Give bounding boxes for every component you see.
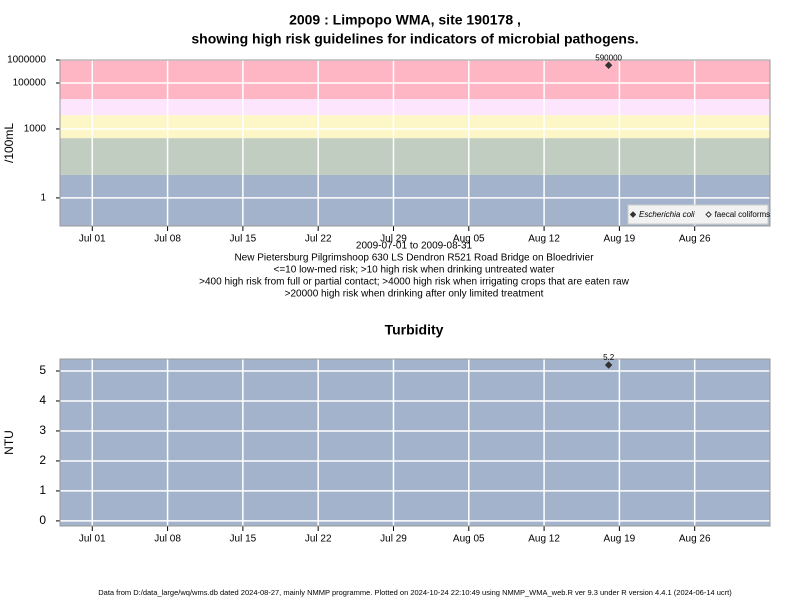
x-tick-label: Aug 19 <box>604 234 636 245</box>
plot-frame <box>59 358 771 527</box>
y-tick-label: 1000000 <box>7 55 46 66</box>
legend-box <box>627 204 769 225</box>
axis-note: <=10 low-med risk; >10 high risk when dr… <box>274 265 556 276</box>
axis-note: >400 high risk from full or partial cont… <box>199 277 629 288</box>
x-tick-label: Aug 26 <box>679 534 711 545</box>
y-tick-label: 2 <box>39 453 46 467</box>
legend-label: faecal coliforms <box>715 210 771 219</box>
axis-note: 2009-07-01 to 2009-08-31 <box>356 241 473 252</box>
x-tick-label: Jul 01 <box>79 234 106 245</box>
y-tick-label: 5 <box>39 363 46 377</box>
x-tick-label: Aug 12 <box>528 234 560 245</box>
y-tick-label: 1 <box>40 193 46 204</box>
legend-marker <box>629 211 637 218</box>
risk-band <box>60 115 770 139</box>
x-tick-label: Aug 12 <box>528 534 560 545</box>
x-tick-label: Jul 29 <box>380 534 407 545</box>
x-tick-label: Jul 15 <box>230 534 257 545</box>
axis-note: New Pietersburg Pilgrimshoop 630 LS Dend… <box>234 253 594 264</box>
risk-band <box>60 138 770 175</box>
risk-band <box>60 99 770 116</box>
plot-frame <box>59 59 771 227</box>
x-tick-label: Jul 01 <box>79 534 106 545</box>
legend-marker <box>705 211 712 218</box>
chart-subtitle: showing high risk guidelines for indicat… <box>191 31 638 47</box>
x-tick-label: Aug 05 <box>453 234 485 245</box>
risk-band <box>60 60 770 100</box>
x-tick-label: Aug 19 <box>604 534 636 545</box>
data-label: 5.2 <box>603 353 615 362</box>
x-tick-label: Aug 26 <box>679 234 711 245</box>
y-tick-label: 4 <box>39 393 46 407</box>
x-tick-label: Jul 22 <box>305 234 332 245</box>
data-label: 590000 <box>595 53 622 62</box>
y-tick-label: 3 <box>39 423 46 437</box>
x-tick-label: Aug 05 <box>453 534 485 545</box>
panel-title: Turbidity <box>385 322 444 338</box>
chart-title: 2009 : Limpopo WMA, site 190178 , <box>289 12 521 28</box>
y-tick-label: 1 <box>39 483 46 497</box>
y-axis-label: NTU <box>2 430 16 455</box>
x-tick-label: Jul 08 <box>154 234 181 245</box>
legend-label: Escherichia coli <box>639 210 695 219</box>
x-tick-label: Jul 15 <box>230 234 257 245</box>
plot-background <box>60 359 770 526</box>
x-tick-label: Jul 29 <box>380 234 407 245</box>
y-tick-label: 100000 <box>13 78 47 89</box>
y-tick-label: 1000 <box>24 124 47 135</box>
data-point <box>604 61 613 69</box>
data-point <box>604 361 613 369</box>
axis-note: >20000 high risk when drinking after onl… <box>285 289 544 300</box>
y-tick-label: 0 <box>39 513 46 527</box>
x-tick-label: Jul 22 <box>305 534 332 545</box>
y-axis-label: /100mL <box>2 123 16 163</box>
footer: Data from D:/data_large/wq/wms.db dated … <box>98 588 732 597</box>
x-tick-label: Jul 08 <box>154 534 181 545</box>
